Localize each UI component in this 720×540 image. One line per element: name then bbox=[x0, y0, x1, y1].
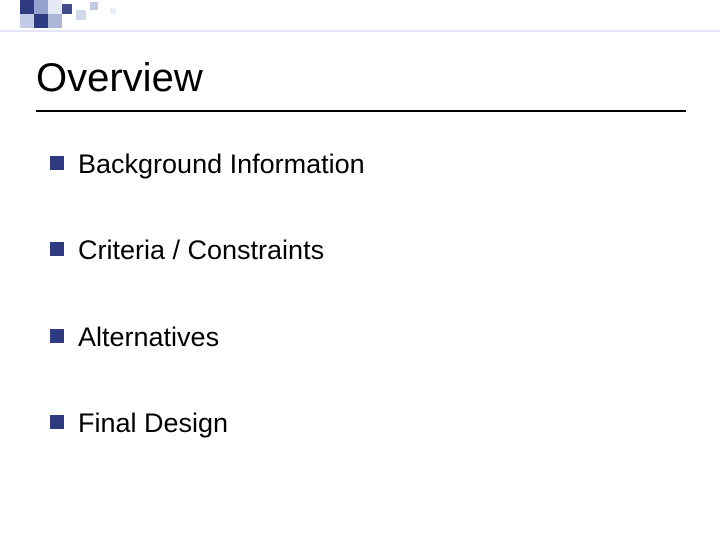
decoration-square bbox=[20, 0, 34, 14]
list-item: Background Information bbox=[50, 148, 365, 180]
decoration-square bbox=[62, 4, 72, 14]
bullet-label: Background Information bbox=[78, 148, 365, 180]
square-bullet-icon bbox=[50, 156, 64, 170]
list-item: Criteria / Constraints bbox=[50, 234, 365, 266]
bullet-label: Criteria / Constraints bbox=[78, 234, 324, 266]
bullet-label: Final Design bbox=[78, 407, 228, 439]
decoration-square bbox=[48, 0, 62, 14]
decoration-square bbox=[76, 10, 86, 20]
list-item: Final Design bbox=[50, 407, 365, 439]
corner-decoration bbox=[0, 0, 720, 42]
decoration-square bbox=[34, 0, 48, 14]
square-bullet-icon bbox=[50, 242, 64, 256]
decoration-square bbox=[20, 14, 34, 28]
list-item: Alternatives bbox=[50, 321, 365, 353]
decoration-square bbox=[90, 2, 98, 10]
decoration-square bbox=[0, 30, 720, 32]
bullet-list: Background Information Criteria / Constr… bbox=[50, 148, 365, 494]
decoration-square bbox=[110, 8, 116, 14]
square-bullet-icon bbox=[50, 415, 64, 429]
slide-title: Overview bbox=[36, 56, 203, 101]
decoration-square bbox=[34, 14, 48, 28]
title-underline bbox=[36, 110, 686, 112]
decoration-square bbox=[48, 14, 62, 28]
square-bullet-icon bbox=[50, 329, 64, 343]
bullet-label: Alternatives bbox=[78, 321, 219, 353]
